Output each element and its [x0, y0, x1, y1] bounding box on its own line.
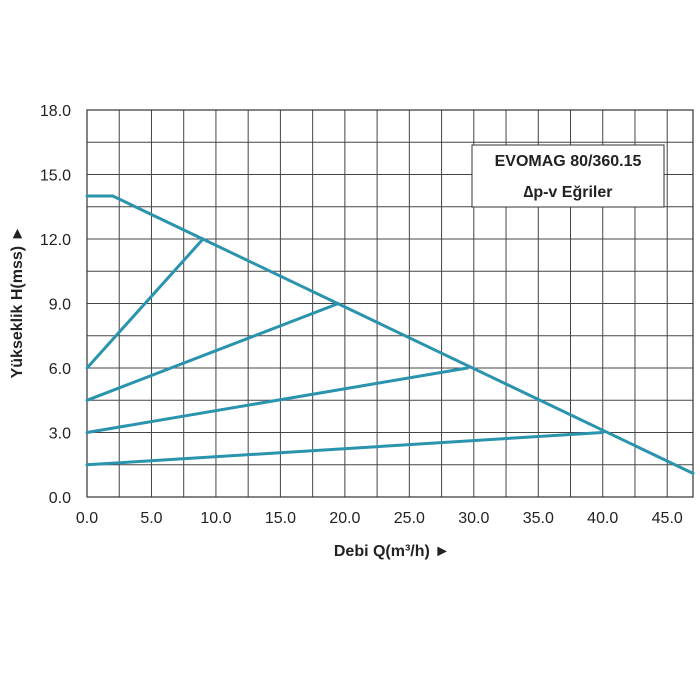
x-tick-label: 30.0 — [458, 510, 489, 527]
series-line-5 — [85, 431, 605, 467]
y-tick-label: 12.0 — [40, 232, 71, 249]
x-tick-label: 25.0 — [394, 510, 425, 527]
x-tick-label: 20.0 — [329, 510, 360, 527]
legend-box — [471, 144, 665, 208]
x-tick-label: 40.0 — [587, 510, 618, 527]
x-tick-label: 0.0 — [76, 510, 98, 527]
y-tick-label: 6.0 — [49, 361, 71, 378]
x-tick-label: 5.0 — [140, 510, 162, 527]
chart-title: EVOMAG 80/360.15 — [495, 153, 642, 170]
x-tick-label: 10.0 — [200, 510, 231, 527]
chart-subtitle: ∆p-v Eğriler — [524, 184, 613, 201]
y-axis-title: Yükseklik H(mss) ► — [9, 226, 26, 379]
x-tick-label: 35.0 — [523, 510, 554, 527]
series-line-3 — [85, 302, 340, 402]
series-line-4 — [85, 366, 469, 434]
x-tick-label: 45.0 — [652, 510, 683, 527]
series-group — [85, 194, 695, 475]
y-tick-label: 15.0 — [40, 168, 71, 185]
y-tick-label: 3.0 — [49, 426, 71, 443]
x-tick-label: 15.0 — [265, 510, 296, 527]
series-line-1 — [85, 194, 695, 475]
y-tick-label: 18.0 — [40, 103, 71, 120]
y-tick-labels: 0.0 3.0 6.0 9.0 12.0 15.0 18.0 — [40, 103, 71, 507]
x-tick-labels: 0.0 5.0 10.0 15.0 20.0 25.0 30.0 35.0 40.0 45.0 — [76, 510, 683, 527]
y-tick-label: 9.0 — [49, 297, 71, 314]
x-axis-title: Debi Q(m³/h) ► — [334, 543, 450, 560]
plot-frame — [86, 109, 694, 498]
series-line-2 — [85, 237, 205, 370]
y-tick-label: 0.0 — [49, 490, 71, 507]
